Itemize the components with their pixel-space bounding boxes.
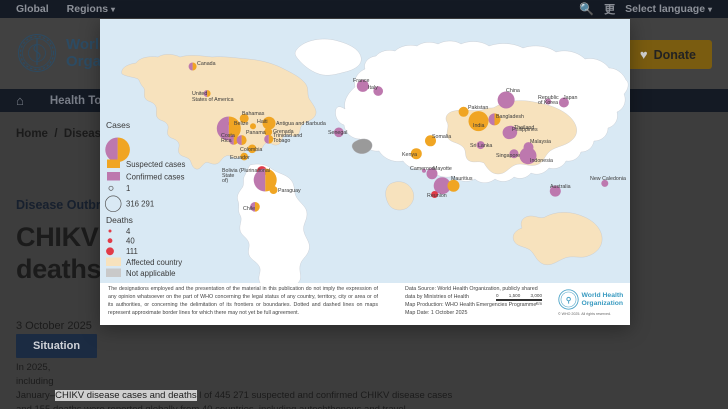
svg-text:Confirmed cases: Confirmed cases xyxy=(126,173,185,182)
svg-text:Bahamas: Bahamas xyxy=(242,111,265,117)
svg-text:Senegal: Senegal xyxy=(328,130,347,136)
svg-text:Reunion: Reunion xyxy=(427,193,447,199)
svg-text:Suspected cases: Suspected cases xyxy=(126,160,185,169)
svg-text:4: 4 xyxy=(126,227,131,236)
svg-text:316 291: 316 291 xyxy=(126,200,154,209)
svg-text:Not applicable: Not applicable xyxy=(126,269,175,278)
svg-text:Somalia: Somalia xyxy=(432,134,451,140)
svg-text:Deaths: Deaths xyxy=(106,215,133,225)
svg-text:New Caledonia: New Caledonia xyxy=(590,176,626,182)
svg-text:1: 1 xyxy=(126,184,130,193)
svg-text:Affected country: Affected country xyxy=(126,258,182,267)
svg-text:Kenya: Kenya xyxy=(402,152,417,158)
svg-text:Australia: Australia xyxy=(550,184,571,190)
svg-text:Pakistan: Pakistan xyxy=(468,105,488,111)
svg-text:Cameroon: Cameroon xyxy=(410,166,435,172)
svg-text:Ecuador: Ecuador xyxy=(230,155,250,161)
svg-text:111: 111 xyxy=(126,247,138,256)
svg-text:States of America: States of America xyxy=(192,97,234,103)
svg-text:Haiti: Haiti xyxy=(257,119,268,125)
svg-text:of): of) xyxy=(222,178,228,184)
svg-text:Indonesia: Indonesia xyxy=(530,158,553,164)
svg-text:Rica: Rica xyxy=(221,138,232,144)
svg-text:Italy: Italy xyxy=(368,85,378,91)
svg-text:⚲: ⚲ xyxy=(566,295,571,304)
svg-text:Tobago: Tobago xyxy=(273,138,290,144)
svg-text:Bangladesh: Bangladesh xyxy=(496,114,524,120)
svg-text:Cases: Cases xyxy=(106,120,130,130)
svg-text:Japan: Japan xyxy=(563,95,577,101)
svg-text:Malaysia: Malaysia xyxy=(530,139,551,145)
svg-text:Panama: Panama xyxy=(246,130,266,136)
svg-text:Antigua and Barbuda: Antigua and Barbuda xyxy=(276,121,326,127)
svg-text:40: 40 xyxy=(126,237,135,246)
svg-text:Canada: Canada xyxy=(197,61,216,67)
svg-text:Paraguay: Paraguay xyxy=(278,188,301,194)
svg-text:Mauritius: Mauritius xyxy=(451,176,473,182)
svg-text:India: India xyxy=(473,123,485,129)
svg-text:Philippines: Philippines xyxy=(512,127,538,133)
svg-text:Belize: Belize xyxy=(234,121,248,127)
svg-text:Sri Lanka: Sri Lanka xyxy=(470,143,492,149)
svg-text:Singapore: Singapore xyxy=(496,153,520,159)
svg-text:France: France xyxy=(353,78,370,84)
svg-text:Mayotte: Mayotte xyxy=(433,166,452,172)
svg-text:of Korea: of Korea xyxy=(538,100,558,106)
svg-text:China: China xyxy=(506,88,520,94)
svg-text:Colombia: Colombia xyxy=(240,147,262,153)
svg-text:Chile: Chile xyxy=(243,206,255,212)
